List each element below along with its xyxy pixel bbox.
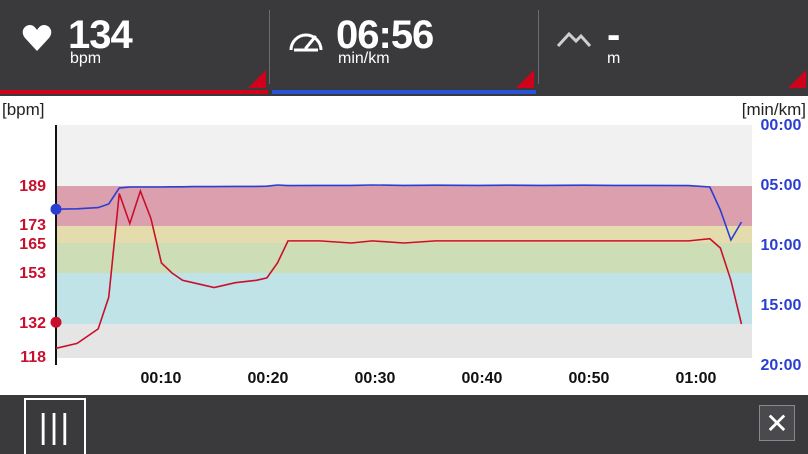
metrics-bar: 134 bpm 06:56 min/km - m <box>0 0 808 96</box>
close-button[interactable]: ✕ <box>759 405 795 441</box>
pace-tick-label: 10:00 <box>760 237 802 254</box>
heart-rate-corner-indicator <box>248 70 266 88</box>
pace-tick-label: 00:00 <box>760 117 802 134</box>
hr-tick-label: 118 <box>20 349 46 366</box>
pace-series-line <box>55 184 743 242</box>
pace-selected-bar <box>272 90 536 94</box>
time-tick-label: 00:30 <box>354 370 396 387</box>
speedometer-icon <box>288 26 324 57</box>
pace-value: 06:56 <box>336 13 434 57</box>
heart-icon <box>22 24 52 57</box>
pace-tick-label: 15:00 <box>760 297 802 314</box>
hr-zone-band <box>56 243 752 273</box>
heart-rate-pace-chart <box>50 125 752 365</box>
pace-metric[interactable]: 06:56 min/km <box>270 0 536 90</box>
hr-tick-label: 132 <box>19 315 46 332</box>
pace-tick-label: 20:00 <box>760 357 802 374</box>
mountain-icon <box>556 30 592 53</box>
menu-button[interactable]: ||| <box>24 398 86 454</box>
hr-tick-label: 153 <box>19 265 46 282</box>
pace-corner-indicator <box>516 70 534 88</box>
elevation-metric[interactable]: - m <box>539 0 808 90</box>
hr-tick-label: 173 <box>19 217 46 234</box>
heart-rate-value: 134 <box>68 13 133 57</box>
heart-rate-start-marker <box>50 316 62 328</box>
pace-start-marker <box>50 203 62 215</box>
hr-tick-label: 189 <box>19 178 46 195</box>
pace-tick-label: 05:00 <box>760 177 802 194</box>
hr-zone-band <box>56 186 752 226</box>
heart-rate-unit: bpm <box>70 50 102 67</box>
time-tick-label: 00:40 <box>461 370 503 387</box>
heart-rate-series-line <box>55 188 743 350</box>
menu-bars-icon: ||| <box>38 407 72 446</box>
elevation-value: - <box>607 13 620 57</box>
pace-unit: min/km <box>338 50 390 67</box>
elevation-unit: m <box>607 50 621 67</box>
time-tick-label: 01:00 <box>675 370 717 387</box>
time-tick-label: 00:10 <box>140 370 182 387</box>
right-axis-label: [min/km] <box>741 100 806 119</box>
heart-rate-selected-bar <box>0 90 268 94</box>
hr-tick-label: 165 <box>19 236 46 253</box>
bottom-toolbar <box>0 395 808 454</box>
elevation-corner-indicator <box>788 70 806 88</box>
close-icon: ✕ <box>765 407 789 439</box>
hr-zone-band <box>56 273 752 324</box>
heart-rate-metric[interactable]: 134 bpm <box>0 0 268 90</box>
divider <box>269 10 270 84</box>
divider <box>538 10 539 84</box>
time-tick-label: 00:20 <box>247 370 289 387</box>
hr-zone-band <box>56 324 752 358</box>
hr-zone-band <box>56 226 752 243</box>
time-tick-label: 00:50 <box>568 370 610 387</box>
left-axis-label: [bpm] <box>2 100 45 119</box>
